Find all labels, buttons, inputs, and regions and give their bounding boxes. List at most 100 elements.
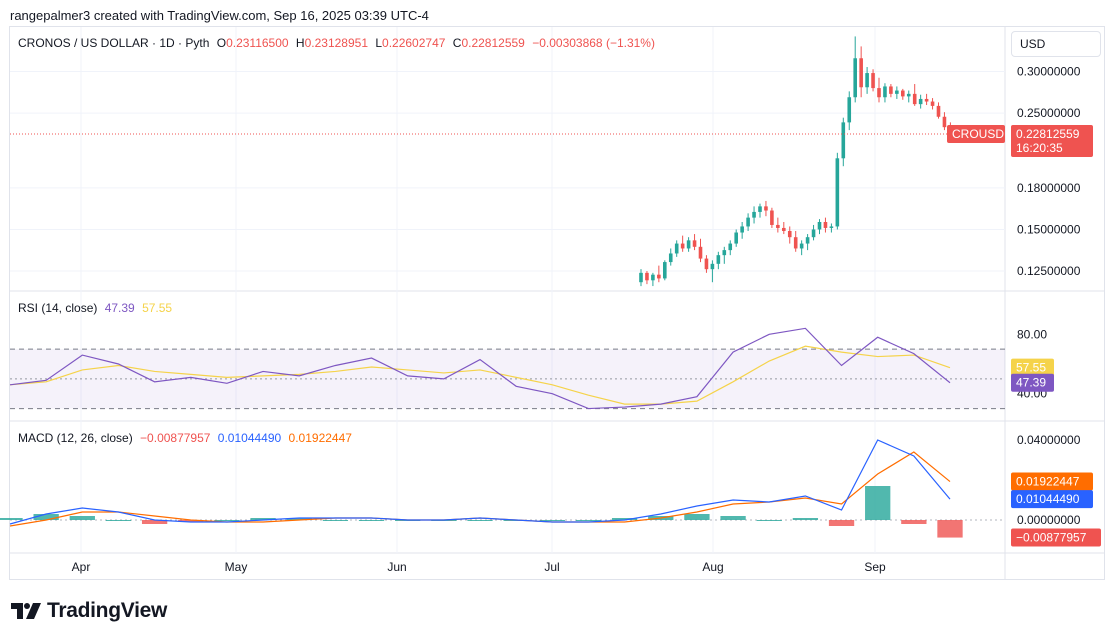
close-label: C	[452, 36, 462, 50]
rsi-badge: 47.39	[1016, 376, 1046, 390]
tradingview-logo: TradingView	[11, 598, 167, 624]
candle-body	[686, 240, 691, 249]
candle-body	[805, 237, 810, 244]
open-label: O	[216, 36, 227, 50]
macd-histogram-bar	[467, 520, 493, 521]
candle-body	[645, 272, 649, 281]
macd-axis-tick-label: 0.00000000	[1017, 513, 1081, 527]
candle-body	[829, 226, 834, 228]
macd-histogram-bar	[141, 520, 168, 524]
candle-body	[889, 86, 893, 94]
rsi-label: RSI (14, close)	[18, 301, 98, 315]
candle-body	[859, 58, 863, 88]
rsi-line	[9, 327, 951, 410]
macd-histogram-bar	[684, 514, 710, 520]
price-pane	[10, 36, 1005, 287]
candle-body	[746, 217, 750, 227]
chart-frame	[9, 26, 1105, 580]
price-axis-tick-label: 0.12500000	[1017, 264, 1081, 278]
macd-histogram-bar	[901, 520, 927, 524]
candle-body	[698, 246, 703, 259]
macd-axis-tick-label: 0.04000000	[1017, 433, 1081, 447]
candle-body	[782, 227, 786, 231]
rsi-axis-tick-label: 80.00	[1017, 327, 1047, 341]
macd-histogram-bar	[828, 520, 855, 526]
rsi-pane	[9, 327, 1005, 410]
chart-attribution: rangepalmer3 created with TradingView.co…	[10, 8, 429, 23]
candle-body	[787, 230, 792, 238]
macd-legend: MACD (12, 26, close) −0.00877957 0.01044…	[18, 431, 356, 445]
candle-body	[651, 274, 655, 281]
brand-name: TradingView	[47, 599, 168, 622]
x-axis-tick-label: Jun	[387, 560, 406, 574]
rsi-ma-badge: 57.55	[1016, 361, 1046, 375]
macd-histogram-bar	[322, 520, 349, 521]
low-label: L	[375, 36, 383, 50]
x-axis-tick-label: Aug	[702, 560, 723, 574]
candle-body	[764, 206, 768, 211]
candle-body	[710, 263, 715, 270]
candle-body	[657, 274, 661, 279]
candle-body	[793, 237, 798, 249]
histogram-badge-bg	[1011, 528, 1101, 547]
candle-body	[752, 211, 756, 218]
price-legend: CRONOS / US DOLLAR · 1D · Pyth O0.231165…	[18, 36, 659, 50]
candle-body	[770, 210, 774, 225]
candle-body	[930, 101, 935, 106]
axes: Apr May Jun Jul Aug Sep 0.30000000 0.25000000 0.…	[72, 65, 1081, 574]
macd-histogram-bar	[865, 486, 891, 520]
macd-histogram-bar	[575, 520, 602, 521]
macd-histogram-bar	[33, 514, 59, 520]
signal-badge: 0.01922447	[1016, 475, 1080, 489]
candle-body	[704, 258, 709, 270]
candle-body	[734, 232, 738, 244]
change-value: −0.00303868 (−1.31%)	[532, 36, 655, 50]
macd-badge: 0.01044490	[1016, 492, 1080, 506]
macd-line	[9, 439, 951, 525]
open-value: 0.23116500	[226, 36, 289, 50]
x-axis-tick-label: Apr	[72, 560, 91, 574]
price-axis-tick-label: 0.30000000	[1017, 65, 1081, 79]
last-price-badge-bg-bg	[1011, 124, 1093, 157]
x-axis-tick-label: Jul	[544, 560, 559, 574]
candle-body	[853, 58, 857, 98]
macd-histogram-bar	[214, 520, 240, 521]
macd-histogram-bar	[937, 520, 963, 538]
macd-histogram-bar	[0, 518, 23, 520]
candle-body	[912, 93, 917, 105]
symbol-badge-bg	[947, 124, 1005, 143]
candle-body	[901, 90, 905, 97]
macd-histogram-bar	[250, 518, 276, 520]
rsi-value: 47.39	[104, 301, 135, 315]
rsi-ma-badge-bg	[1011, 358, 1054, 377]
candle-body	[847, 97, 852, 123]
symbol-label: CRONOS / US DOLLAR · 1D · Pyth	[18, 36, 210, 50]
rsi-ma-value: 57.55	[142, 301, 173, 315]
candle-body	[871, 73, 875, 89]
price-axis-tick-label: 0.18000000	[1017, 181, 1081, 195]
high-label: H	[295, 36, 305, 50]
tradingview-logo-icon	[11, 603, 41, 619]
candle-body	[924, 98, 929, 102]
candle-body	[799, 243, 804, 249]
candle-body	[895, 90, 899, 94]
macd-badge-bg	[1011, 490, 1093, 509]
rsi-ma-line	[9, 345, 951, 405]
candle-body	[835, 158, 840, 227]
macd-pane	[0, 439, 1005, 538]
macd-histogram-bar	[792, 518, 819, 520]
macd-histogram-bar	[69, 516, 95, 520]
candle-body	[883, 86, 887, 98]
candle-body	[942, 116, 947, 128]
candle-body	[918, 98, 923, 105]
macd-histogram-bar	[286, 518, 312, 520]
macd-histogram-bar	[720, 516, 746, 520]
candle-body	[841, 122, 846, 159]
currency-button[interactable]: USD	[1011, 31, 1101, 57]
x-axis-tick-label: Sep	[864, 560, 886, 574]
low-value: 0.22602747	[382, 36, 446, 50]
candle-body	[823, 221, 828, 228]
candle-body	[722, 250, 727, 256]
macd-histogram-bar	[105, 520, 132, 521]
